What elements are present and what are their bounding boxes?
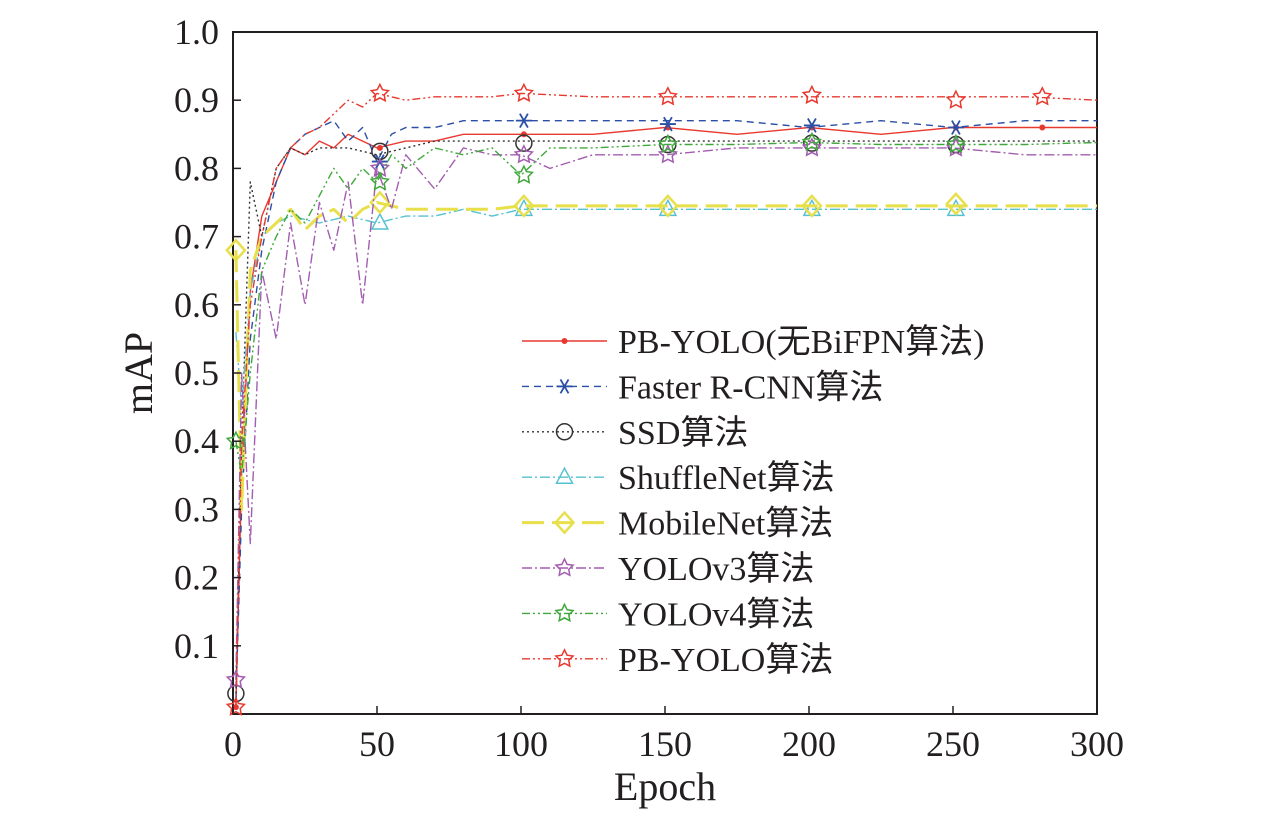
series-8 [225, 82, 1098, 716]
legend-swatch-marker [553, 510, 576, 535]
data-point [515, 134, 533, 152]
data-point [225, 238, 247, 263]
data-point [657, 133, 679, 154]
legend-label: YOLOv3算法 [618, 550, 814, 588]
data-point [513, 194, 535, 218]
legend-label: YOLOv4算法 [618, 595, 814, 633]
y-tick-label: 0.1 [174, 626, 219, 666]
data-point [801, 194, 823, 218]
asterisk-stroke [951, 120, 961, 135]
series-line [235, 120, 1097, 701]
series-layer [225, 82, 1098, 716]
data-point [657, 194, 679, 218]
legend: PB-YOLO(无BiFPN算法) Faster R-CNN算法 SSD算法 Shuf… [522, 323, 984, 679]
asterisk-stroke [559, 379, 570, 394]
data-point [945, 191, 967, 216]
series-line [235, 141, 1098, 476]
legend-item: Faster R-CNN算法 [522, 368, 883, 406]
legend-swatch-marker [555, 423, 574, 441]
legend-item: SSD算法 [522, 414, 748, 452]
data-point [801, 137, 823, 157]
legend-label: Faster R-CNN算法 [618, 368, 883, 406]
series-line [235, 92, 1098, 708]
data-point [370, 212, 390, 230]
data-point [369, 171, 391, 191]
legend-label: MobileNet算法 [618, 505, 833, 543]
legend-swatch-marker [554, 557, 575, 577]
axes: 0 50 100 150 200 250 300 0.1 0.2 0.3 0.4 0.5 0.6 0.7 0… [116, 12, 1124, 809]
x-tick-label: 0 [224, 724, 242, 764]
y-tick-label: 0.8 [174, 148, 219, 188]
data-point [659, 116, 676, 132]
series-7 [225, 131, 1098, 476]
x-tick-label: 150 [638, 724, 692, 764]
series-2 [235, 113, 1097, 701]
data-point [369, 82, 390, 103]
legend-swatch-marker [554, 602, 575, 623]
legend-swatch-marker [556, 379, 573, 394]
legend-label: PB-YOLO(无BiFPN算法) [618, 323, 984, 361]
legend-item: PB-YOLO算法 [522, 641, 833, 679]
x-tick-label: 100 [494, 724, 548, 764]
data-point [515, 113, 532, 129]
y-tick-label: 0.5 [174, 353, 219, 393]
legend-item: YOLOv4算法 [522, 595, 814, 633]
data-point [513, 164, 535, 184]
data-point [513, 144, 534, 164]
data-point [371, 154, 388, 169]
x-tick-label: 50 [359, 724, 395, 764]
legend-item: ShuffleNet算法 [522, 459, 835, 497]
y-tick-label: 0.4 [174, 421, 219, 461]
data-point [947, 120, 964, 135]
series-line [235, 140, 1097, 694]
asterisk-stroke [375, 154, 385, 169]
y-tick-label: 0.3 [174, 489, 219, 529]
y-tick-label: 1.0 [174, 12, 219, 52]
data-point [376, 144, 383, 151]
legend-label: SSD算法 [618, 414, 748, 452]
asterisk-stroke [807, 118, 817, 133]
legend-swatch-marker [555, 466, 574, 484]
data-point [945, 89, 967, 109]
legend-item: MobileNet算法 [522, 505, 833, 543]
y-tick-label: 0.9 [174, 80, 219, 120]
x-tick-label: 200 [782, 724, 836, 764]
y-axis-label: mAP [116, 332, 161, 414]
legend-swatch-marker [554, 648, 575, 668]
data-point [225, 696, 246, 716]
series-line [234, 201, 1097, 511]
data-point [513, 82, 534, 103]
x-axis-label: Epoch [614, 764, 716, 809]
x-tick-label: 300 [1070, 724, 1124, 764]
data-point [801, 84, 823, 105]
data-point [945, 133, 967, 154]
legend-label: PB-YOLO算法 [618, 641, 833, 679]
x-tick-label: 250 [926, 724, 980, 764]
data-point [1039, 124, 1046, 131]
legend-item: YOLOv3算法 [522, 550, 814, 588]
asterisk-stroke [519, 113, 529, 129]
data-point [657, 144, 678, 164]
data-point [225, 430, 247, 450]
legend-swatch-marker [561, 338, 568, 344]
series-line [235, 147, 1097, 680]
y-tick-label: 0.7 [174, 217, 219, 257]
y-tick-label: 0.6 [174, 285, 219, 325]
asterisk-stroke [663, 116, 673, 132]
y-tick-label: 0.2 [174, 558, 219, 598]
legend-label: ShuffleNet算法 [618, 459, 835, 497]
data-point [657, 86, 678, 106]
data-point [801, 131, 822, 152]
data-point [1032, 86, 1053, 106]
data-point [803, 118, 820, 133]
legend-item: PB-YOLO(无BiFPN算法) [522, 323, 984, 361]
